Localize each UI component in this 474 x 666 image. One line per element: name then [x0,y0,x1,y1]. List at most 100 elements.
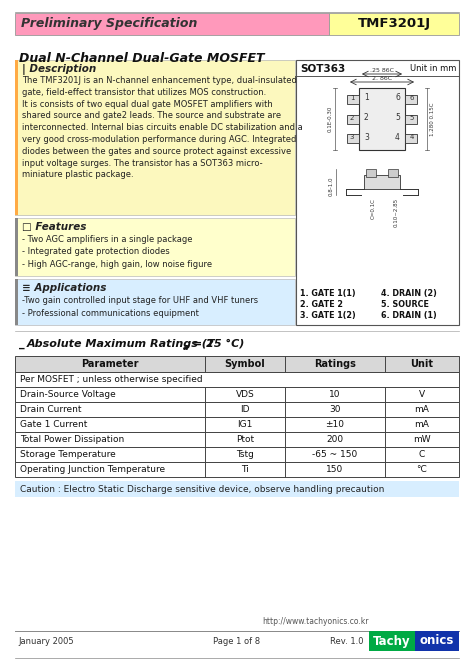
Bar [366,169,376,177]
Text: Gate 1 Current: Gate 1 Current [20,420,87,429]
Text: -65 ~ 150: -65 ~ 150 [312,450,357,459]
Text: 1: 1 [364,93,369,103]
Text: 4. DRAIN (2): 4. DRAIN (2) [381,289,437,298]
Text: Per MOSFET ; unless otherwise specified: Per MOSFET ; unless otherwise specified [20,375,202,384]
Text: Storage Temperature: Storage Temperature [20,450,116,459]
Bar [15,417,459,432]
Text: °C: °C [417,465,428,474]
Bar [15,279,18,325]
Bar [15,432,459,447]
Text: 1: 1 [350,95,354,101]
Text: Drain Current: Drain Current [20,405,82,414]
Text: 1.280 0.15C: 1.280 0.15C [430,103,435,136]
Bar [347,95,359,104]
Text: Tstg: Tstg [236,450,254,459]
Text: _: _ [19,339,28,349]
Text: 3: 3 [350,134,354,140]
Text: Operating Junction Temperature: Operating Junction Temperature [20,465,165,474]
Text: | Description: | Description [22,64,96,75]
Text: SOT363: SOT363 [300,64,345,74]
Bar [296,60,459,325]
Bar [405,95,417,104]
Text: Total Power Dissipation: Total Power Dissipation [20,435,124,444]
Text: 0.10~2.85: 0.10~2.85 [393,198,399,227]
Bar [15,462,459,477]
Text: Unit in mm: Unit in mm [410,64,456,73]
Bar [15,387,459,402]
Text: January 2005: January 2005 [18,637,73,645]
Text: -Two gain controlled input stage for UHF and VHF tuners
- Professional communica: -Two gain controlled input stage for UHF… [22,296,258,318]
Text: 3: 3 [364,133,369,141]
Text: Parameter: Parameter [81,359,139,369]
Text: 5. SOURCE: 5. SOURCE [381,300,429,309]
Text: Unit: Unit [410,359,434,369]
Text: 10: 10 [329,390,341,399]
Bar [15,372,459,387]
Text: Dual N-Channel Dual-Gate MOSFET: Dual N-Channel Dual-Gate MOSFET [19,52,264,65]
Text: 6: 6 [395,93,400,103]
Text: mA: mA [415,420,429,429]
Bar [329,13,459,35]
Bar [347,115,359,124]
Text: = 25 °C): = 25 °C) [189,339,245,349]
Text: 30: 30 [329,405,341,414]
Bar [15,60,295,215]
Bar [364,175,400,189]
Text: 150: 150 [327,465,344,474]
Text: a: a [183,343,189,352]
Text: C=0.1C: C=0.1C [371,198,375,219]
Bar [15,356,459,372]
Text: 2. 86C: 2. 86C [372,76,392,81]
Bar [15,447,459,462]
Bar [405,134,417,143]
Text: 0.8-1.0: 0.8-1.0 [329,176,334,196]
Text: 1. GATE 1(1): 1. GATE 1(1) [300,289,356,298]
Text: http://www.tachyonics.co.kr: http://www.tachyonics.co.kr [263,617,369,626]
Text: 6. DRAIN (1): 6. DRAIN (1) [381,311,437,320]
Text: onics: onics [420,635,454,647]
Text: Absolute Maximum Ratings (T: Absolute Maximum Ratings (T [27,339,216,349]
Text: Caution : Electro Static Discharge sensitive device, observe handling precaution: Caution : Electro Static Discharge sensi… [20,484,384,494]
Bar [347,134,359,143]
Text: Preliminary Specification: Preliminary Specification [21,17,197,31]
Text: 6: 6 [410,95,414,101]
Text: TMF3201J: TMF3201J [357,17,430,31]
Bar [15,402,459,417]
Bar [359,88,405,150]
Bar [415,631,459,651]
Text: IG1: IG1 [237,420,253,429]
Text: Page 1 of 8: Page 1 of 8 [213,637,261,645]
Text: 5: 5 [410,115,414,121]
Bar [405,115,417,124]
Text: 3. GATE 1(2): 3. GATE 1(2) [300,311,356,320]
Bar [15,279,295,325]
Bar [15,218,295,276]
Text: 4: 4 [410,134,414,140]
Text: V: V [419,390,425,399]
Text: 2: 2 [350,115,354,121]
Text: □ Features: □ Features [22,222,86,232]
Bar [15,60,295,215]
Text: Rev. 1.0: Rev. 1.0 [330,637,364,645]
Bar [15,13,329,35]
Text: Ratings: Ratings [314,359,356,369]
Bar [15,60,18,215]
Text: ID: ID [240,405,250,414]
Text: 200: 200 [327,435,344,444]
Text: .25 86C: .25 86C [370,68,394,73]
Text: VDS: VDS [236,390,255,399]
Text: 2. GATE 2: 2. GATE 2 [300,300,343,309]
Text: C: C [419,450,425,459]
Bar [15,481,459,497]
Text: 5: 5 [395,113,400,123]
Text: 4: 4 [395,133,400,141]
Text: ±10: ±10 [326,420,345,429]
Text: mW: mW [413,435,431,444]
Bar [15,218,18,276]
Text: Symbol: Symbol [225,359,265,369]
Text: ≡ Applications: ≡ Applications [22,283,106,293]
Text: mA: mA [415,405,429,414]
Text: - Two AGC amplifiers in a single package
- Integrated gate protection diodes
- H: - Two AGC amplifiers in a single package… [22,235,212,269]
Text: Ptot: Ptot [236,435,254,444]
Text: Tachy: Tachy [373,635,411,647]
